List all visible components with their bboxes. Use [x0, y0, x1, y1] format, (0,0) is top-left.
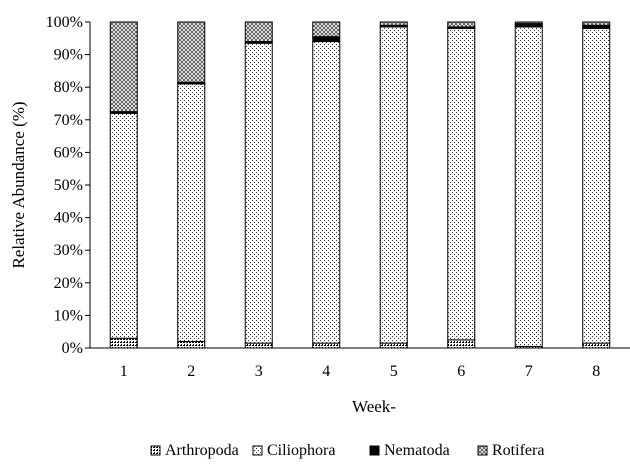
y-tick-label: 80% [54, 79, 83, 96]
bar-segment-rotifera-week-2 [177, 21, 206, 83]
y-tick-label: 20% [54, 275, 83, 292]
x-tick-label: 7 [525, 363, 533, 380]
x-axis-title: Week- [352, 397, 396, 416]
y-axis: 0% 10% 20% 30% 40% 50% 60% 70% 80% 90% 100% [46, 14, 91, 357]
x-tick-label: 3 [255, 363, 263, 380]
bar-segment-rotifera-week-5 [379, 21, 408, 26]
bar-segment-ciliophora-week-6 [447, 28, 476, 341]
bars [109, 21, 611, 349]
bar-segment-arthropoda-week-2 [177, 340, 206, 349]
bar-segment-ciliophora-week-1 [109, 112, 138, 339]
x-tick-label: 5 [390, 363, 398, 380]
bar-segment-ciliophora-week-4 [312, 41, 341, 344]
bar-segment-rotifera-week-7 [514, 21, 543, 25]
x-tick-label: 4 [322, 363, 330, 380]
bar-segment-ciliophora-week-7 [514, 26, 543, 347]
x-tick-label: 1 [120, 363, 128, 380]
y-tick-label: 30% [54, 242, 83, 259]
y-axis-title: Relative Abundance (%) [9, 101, 28, 268]
x-tick-label: 6 [457, 363, 465, 380]
bar-segment-rotifera-week-6 [447, 21, 476, 28]
bar-segment-rotifera-week-1 [109, 21, 138, 113]
legend-label-rotifera: Rotifera [492, 442, 544, 459]
bar-segment-rotifera-week-3 [244, 21, 273, 43]
x-tick-label: 8 [592, 363, 600, 380]
bar-segment-arthropoda-week-3 [244, 342, 273, 349]
bar-segment-arthropoda-week-6 [447, 339, 476, 349]
legend-swatch-rotifera [477, 445, 488, 456]
bar-segment-arthropoda-week-1 [109, 337, 138, 349]
legend-swatch-arthropoda [150, 445, 161, 456]
legend-label-arthropoda: Arthropoda [165, 442, 239, 459]
legend-label-ciliophora: Ciliophora [267, 442, 335, 459]
bar-segment-nematoda-week-4 [312, 36, 341, 43]
bar-segment-ciliophora-week-2 [177, 83, 206, 342]
x-axis: 1 2 3 4 5 6 7 8 [90, 347, 630, 380]
bar-segment-rotifera-week-4 [312, 21, 341, 38]
y-tick-label: 40% [54, 210, 83, 227]
legend-label-nematoda: Nematoda [384, 442, 450, 459]
bar-segment-rotifera-week-8 [582, 21, 611, 26]
bar-segment-arthropoda-week-4 [312, 342, 341, 349]
bar-segment-ciliophora-week-8 [582, 28, 611, 344]
bar-segment-ciliophora-week-5 [379, 26, 408, 344]
y-tick-label: 10% [54, 307, 83, 324]
bar-segment-ciliophora-week-3 [244, 42, 273, 344]
bar-segment-arthropoda-week-5 [379, 342, 408, 349]
bar-segment-arthropoda-week-8 [582, 342, 611, 349]
x-tick-label: 2 [187, 363, 195, 380]
legend-swatch-nematoda [369, 445, 380, 456]
legend-swatch-ciliophora [252, 445, 263, 456]
y-tick-label: 50% [54, 177, 83, 194]
y-tick-label: 60% [54, 144, 83, 161]
y-tick-label: 100% [46, 14, 83, 31]
legend: Arthropoda Ciliophora Nematoda Rotifera [150, 442, 544, 459]
y-tick-label: 0% [62, 340, 83, 357]
y-tick-label: 70% [54, 112, 83, 129]
y-tick-label: 90% [54, 47, 83, 64]
